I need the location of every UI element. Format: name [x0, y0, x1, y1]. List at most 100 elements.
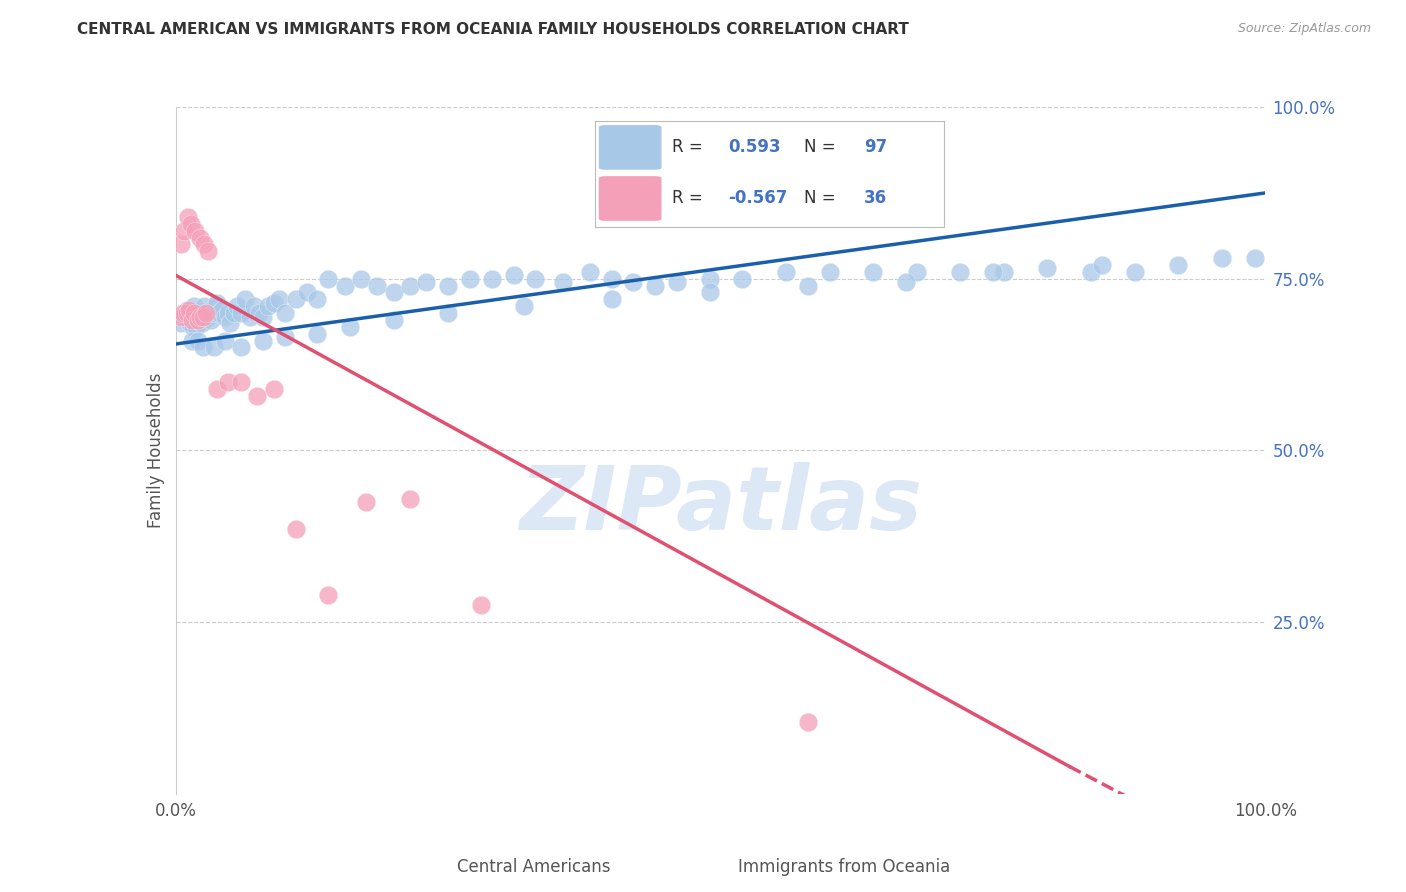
Point [214, 310, 236, 324]
Point [214, 334, 236, 348]
Point [180, 310, 202, 324]
Y-axis label: Family Households: Family Households [146, 373, 165, 528]
Point [194, 310, 217, 324]
Point [191, 317, 214, 331]
Point [191, 310, 214, 324]
Point [284, 293, 307, 307]
Point [243, 299, 266, 313]
Point [796, 714, 818, 729]
Point [186, 334, 209, 348]
Point [197, 310, 219, 324]
Point [458, 271, 481, 285]
Point [600, 293, 623, 307]
Point [252, 334, 274, 348]
Point [295, 285, 318, 300]
Point [181, 313, 204, 327]
Point [551, 275, 574, 289]
Point [177, 302, 200, 317]
Point [186, 306, 209, 320]
Point [193, 299, 215, 313]
Point [219, 317, 242, 331]
Point [201, 306, 224, 320]
Point [187, 313, 209, 327]
Point [183, 299, 205, 313]
Point [524, 271, 547, 285]
Point [993, 265, 1015, 279]
Point [399, 491, 422, 506]
Point [470, 598, 492, 612]
Point [172, 310, 194, 324]
Point [263, 295, 285, 310]
Point [437, 278, 460, 293]
Point [170, 310, 193, 324]
Point [1091, 258, 1114, 272]
Point [1080, 265, 1102, 279]
Point [274, 306, 297, 320]
Point [193, 237, 215, 252]
Point [437, 306, 460, 320]
Point [231, 375, 253, 389]
Point [205, 295, 228, 310]
Point [239, 310, 262, 324]
Point [731, 271, 754, 285]
Point [177, 210, 200, 224]
Point [366, 278, 388, 293]
Point [894, 275, 917, 289]
Point [231, 340, 253, 354]
Point [186, 313, 209, 327]
Point [202, 340, 225, 354]
Point [186, 319, 208, 334]
Point [191, 310, 214, 324]
Point [170, 317, 193, 331]
Point [180, 217, 202, 231]
Point [179, 317, 201, 331]
Point [231, 306, 253, 320]
Point [1123, 265, 1146, 279]
Point [1167, 258, 1189, 272]
Point [333, 278, 356, 293]
Text: Immigrants from Oceania: Immigrants from Oceania [738, 858, 950, 876]
Point [621, 275, 644, 289]
Point [174, 306, 197, 320]
Point [1243, 251, 1265, 265]
Point [176, 306, 198, 320]
Point [818, 265, 841, 279]
Point [382, 285, 405, 300]
Point [208, 306, 231, 320]
Point [862, 265, 884, 279]
Point [502, 268, 524, 283]
Point [246, 388, 269, 402]
Point [181, 319, 204, 334]
Point [318, 271, 340, 285]
Point [481, 271, 503, 285]
Point [197, 244, 219, 259]
Point [247, 306, 270, 320]
Point [981, 265, 1004, 279]
Point [200, 313, 222, 327]
Point [211, 302, 233, 317]
Point [356, 495, 378, 509]
Point [184, 310, 207, 324]
Point [263, 382, 285, 396]
Point [177, 313, 200, 327]
Point [188, 310, 211, 324]
Text: ZIPatlas: ZIPatlas [519, 462, 922, 549]
Point [217, 306, 239, 320]
Point [181, 306, 204, 320]
Point [172, 306, 194, 320]
Text: CENTRAL AMERICAN VS IMMIGRANTS FROM OCEANIA FAMILY HOUSEHOLDS CORRELATION CHART: CENTRAL AMERICAN VS IMMIGRANTS FROM OCEA… [77, 22, 910, 37]
Point [1211, 251, 1233, 265]
Text: Central Americans: Central Americans [457, 858, 610, 876]
Point [513, 299, 536, 313]
Point [307, 326, 329, 341]
Point [666, 275, 689, 289]
Point [949, 265, 972, 279]
Point [190, 310, 212, 324]
Point [307, 293, 329, 307]
Text: Source: ZipAtlas.com: Source: ZipAtlas.com [1237, 22, 1371, 36]
Point [339, 319, 361, 334]
Point [579, 265, 602, 279]
Point [183, 306, 205, 320]
Point [699, 285, 721, 300]
Point [205, 382, 228, 396]
